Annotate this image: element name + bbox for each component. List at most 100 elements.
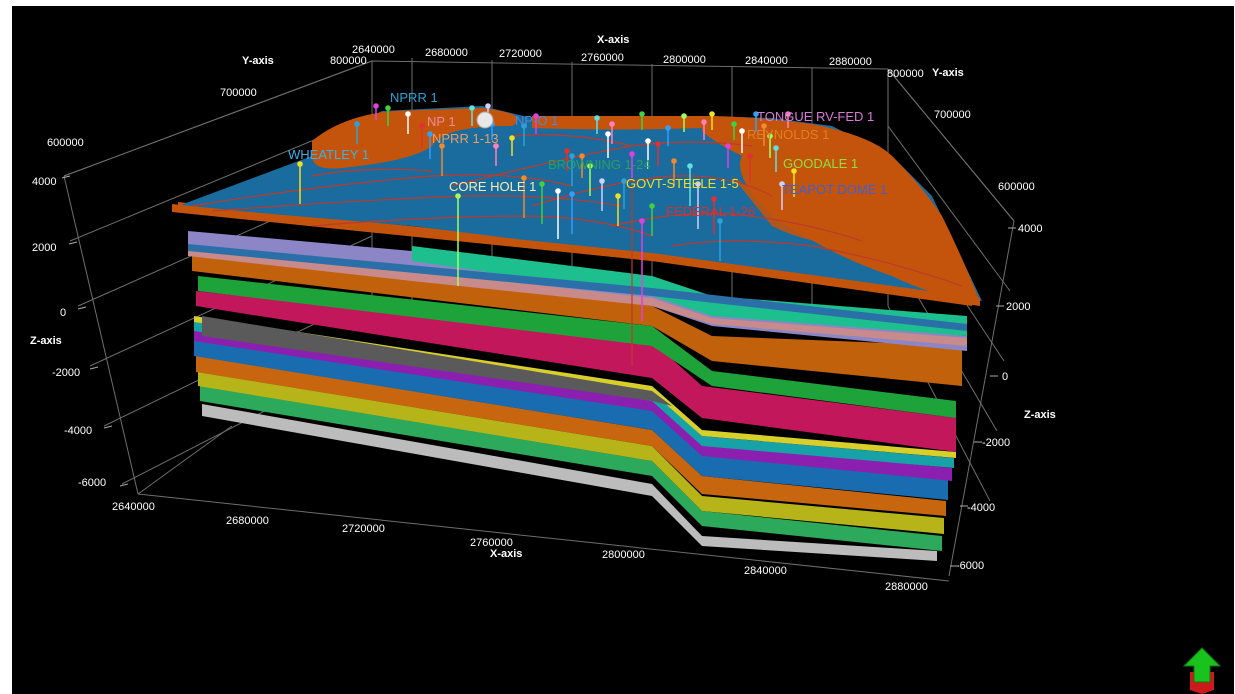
well-label: TONGUE RV-FED 1 (757, 109, 874, 124)
well-label: BROWNING 1-24 (548, 157, 651, 172)
x-bottom-tick: 2640000 (112, 501, 155, 513)
well-head-icon[interactable] (709, 111, 715, 117)
well-head-icon[interactable] (739, 128, 745, 134)
well-head-icon[interactable] (569, 191, 575, 197)
well-head-icon[interactable] (579, 153, 585, 159)
y-axis-title-left: Y-axis (242, 55, 274, 67)
x-bottom-tick: 2800000 (602, 549, 645, 561)
well-head-icon[interactable] (555, 188, 561, 194)
z-left-tick: 4000 (32, 176, 56, 188)
well-head-icon[interactable] (773, 145, 779, 151)
z-right-tick: -4000 (967, 502, 995, 514)
x-top-tick: 2840000 (745, 55, 788, 67)
well-label: NPRR 1-13 (432, 131, 498, 146)
navigation-arrow-icon[interactable] (1180, 646, 1224, 694)
z-axis-title-right: Z-axis (1024, 409, 1056, 421)
well-labels: NPRR 1 NP 1 NPRR 1-13 WHEATLEY 1 CORE HO… (288, 90, 887, 219)
well-head-icon[interactable] (701, 119, 707, 125)
well-head-icon[interactable] (455, 193, 461, 199)
strata-layers (178, 202, 972, 561)
well-head-icon[interactable] (747, 153, 753, 159)
well-head-icon[interactable] (521, 123, 527, 129)
y-right-tick: 800000 (887, 68, 924, 80)
well-head-icon[interactable] (671, 158, 677, 164)
y-axis-title-right: Y-axis (932, 67, 964, 79)
layer-green-lower (200, 386, 942, 551)
well-head-icon[interactable] (779, 181, 785, 187)
well-head-icon[interactable] (605, 131, 611, 137)
well-head-icon[interactable] (521, 175, 527, 181)
layer-yellow-lower (198, 372, 944, 534)
z-right-tick: -6000 (956, 560, 984, 572)
well-label: NP-O 1 (515, 113, 558, 128)
layer-orange-mid (192, 251, 962, 386)
well-head-icon[interactable] (621, 178, 627, 184)
x-axis-title-bottom: X-axis (490, 548, 522, 560)
well-head-icon[interactable] (761, 123, 767, 129)
x-top-tick: 2880000 (829, 56, 872, 68)
well-head-icon[interactable] (687, 163, 693, 169)
well-label: GOODALE 1 (783, 156, 858, 171)
layer-purple (194, 328, 952, 481)
well-head-icon[interactable] (594, 115, 600, 121)
well-head-icon[interactable] (493, 143, 499, 149)
axis-tick-marks (61, 175, 1016, 567)
z-left-tick: -2000 (52, 367, 80, 379)
well-head-icon[interactable] (639, 218, 645, 224)
well-label: TEAPOT DOME 1 (782, 182, 887, 197)
well-head-icon[interactable] (533, 113, 539, 119)
well-head-icon[interactable] (645, 138, 651, 144)
well-head-icon[interactable] (629, 151, 635, 157)
3d-viewport[interactable]: NPRR 1 NP 1 NPRR 1-13 WHEATLEY 1 CORE HO… (12, 6, 1234, 694)
selection-sphere-icon[interactable] (476, 111, 494, 129)
well-head-icon[interactable] (731, 121, 737, 127)
well-head-icon[interactable] (711, 196, 717, 202)
well-head-icon[interactable] (509, 135, 515, 141)
well-head-icon[interactable] (539, 181, 545, 187)
well-head-icon[interactable] (717, 218, 723, 224)
well-head-icon[interactable] (485, 103, 491, 109)
z-right-tick: 2000 (1006, 301, 1030, 313)
well-head-icon[interactable] (615, 193, 621, 199)
well-head-icon[interactable] (695, 181, 701, 187)
x-axis-title-top: X-axis (597, 34, 629, 46)
x-bottom-tick: 2720000 (342, 523, 385, 535)
well-head-icon[interactable] (385, 105, 391, 111)
x-top-tick: 2720000 (499, 48, 542, 60)
z-left-tick: 2000 (32, 242, 56, 254)
well-head-icon[interactable] (655, 141, 661, 147)
well-head-icon[interactable] (665, 125, 671, 131)
layer-gray-mid (202, 316, 672, 406)
well-head-icon[interactable] (609, 121, 615, 127)
well-head-icon[interactable] (564, 148, 570, 154)
well-head-icon[interactable] (469, 105, 475, 111)
well-head-icon[interactable] (725, 143, 731, 149)
axis-labels: X-axis X-axis Y-axis Y-axis Z-axis Z-axi… (30, 34, 1056, 593)
well-head-icon[interactable] (785, 111, 791, 117)
well-head-icon[interactable] (427, 131, 433, 137)
z-axis-title-left: Z-axis (30, 335, 62, 347)
x-top-tick: 2640000 (352, 44, 395, 56)
well-head-icon[interactable] (439, 143, 445, 149)
well-head-icon[interactable] (373, 103, 379, 109)
x-top-tick: 2800000 (663, 54, 706, 66)
geologic-3d-model[interactable]: NPRR 1 NP 1 NPRR 1-13 WHEATLEY 1 CORE HO… (12, 6, 1234, 694)
well-head-icon[interactable] (587, 163, 593, 169)
well-label: CORE HOLE 1 (449, 179, 536, 194)
well-head-icon[interactable] (569, 153, 575, 159)
layer-pink (188, 246, 967, 346)
layer-blue-mid (188, 244, 967, 331)
z-left-tick: -4000 (64, 425, 92, 437)
well-head-icon[interactable] (297, 161, 303, 167)
well-head-icon[interactable] (354, 121, 360, 127)
well-head-icon[interactable] (753, 111, 759, 117)
well-head-icon[interactable] (419, 123, 425, 129)
well-head-icon[interactable] (649, 203, 655, 209)
well-head-icon[interactable] (681, 113, 687, 119)
well-head-icon[interactable] (767, 133, 773, 139)
well-head-icon[interactable] (599, 178, 605, 184)
well-head-icon[interactable] (791, 168, 797, 174)
well-head-icon[interactable] (639, 111, 645, 117)
well-head-icon[interactable] (405, 111, 411, 117)
well-label: NP 1 (427, 114, 456, 129)
